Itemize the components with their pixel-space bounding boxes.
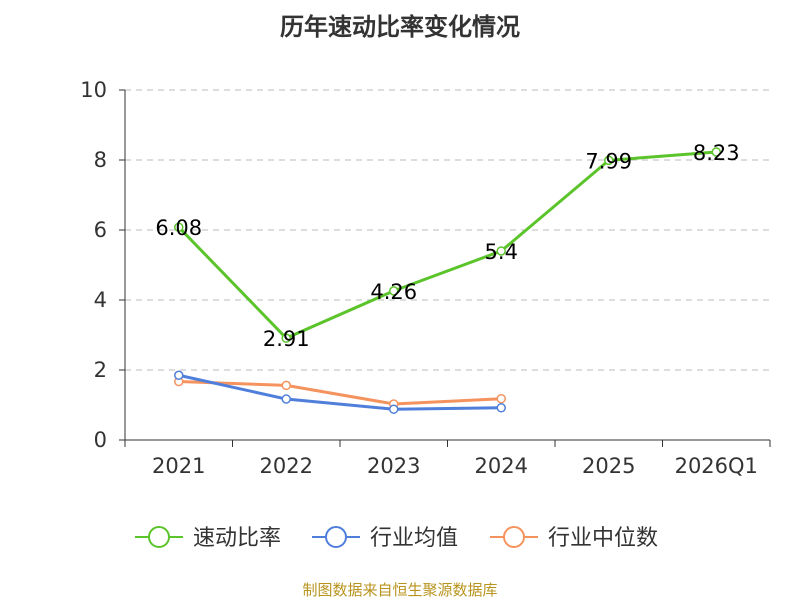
grid-lines bbox=[125, 89, 770, 371]
data-label: 2.91 bbox=[263, 327, 310, 351]
series-layer: 6.08 2.91 4.26 5.4 7.99 8.23 bbox=[155, 141, 740, 414]
data-point bbox=[174, 222, 184, 232]
data-label: 4.26 bbox=[370, 280, 417, 304]
data-label: 8.23 bbox=[693, 141, 740, 165]
x-tick-label: 2022 bbox=[260, 454, 313, 478]
legend-label: 速动比率 bbox=[193, 526, 281, 551]
x-tick-label: 2026Q1 bbox=[675, 454, 758, 478]
data-point bbox=[496, 393, 506, 404]
y-tick-label: 0 bbox=[94, 428, 107, 452]
y-tick-label: 4 bbox=[94, 288, 107, 312]
legend-label: 行业中位数 bbox=[548, 526, 658, 551]
data-label: 7.99 bbox=[585, 149, 632, 173]
chart-title: 历年速动比率变化情况 bbox=[280, 13, 520, 41]
y-tick-label: 10 bbox=[80, 78, 107, 102]
x-tick-label: 2023 bbox=[367, 454, 420, 478]
legend-swatch-marker bbox=[148, 526, 170, 548]
data-label: 5.4 bbox=[485, 240, 518, 264]
series-line bbox=[177, 150, 717, 340]
data-point bbox=[496, 246, 506, 256]
data-point bbox=[174, 370, 184, 380]
legend-swatch-marker bbox=[503, 526, 525, 548]
x-tick-label: 2025 bbox=[582, 454, 635, 478]
x-tick-label: 2024 bbox=[475, 454, 528, 478]
data-point bbox=[711, 147, 721, 157]
legend-label: 行业均值 bbox=[370, 526, 458, 551]
series-line bbox=[178, 380, 502, 406]
axes: 0 2 4 6 8 10 2021 2022 2023 2024 2025 2026Q1 bbox=[80, 78, 771, 478]
y-tick-label: 2 bbox=[94, 358, 107, 382]
data-point bbox=[281, 333, 291, 343]
data-point bbox=[389, 404, 399, 414]
x-tick-label: 2021 bbox=[152, 454, 205, 478]
source-note: 制图数据来自恒生聚源数据库 bbox=[302, 581, 497, 599]
legend[interactable]: 速动比率 行业均值 行业中位数 bbox=[135, 526, 658, 551]
data-point bbox=[604, 155, 614, 166]
data-point bbox=[281, 394, 291, 404]
data-point bbox=[281, 380, 291, 391]
series-line bbox=[178, 373, 502, 411]
data-label: 6.08 bbox=[155, 216, 202, 240]
data-point bbox=[389, 286, 399, 296]
legend-swatch-marker bbox=[325, 526, 347, 548]
y-tick-label: 8 bbox=[94, 148, 107, 172]
data-point bbox=[496, 403, 506, 413]
y-tick-label: 6 bbox=[94, 218, 107, 242]
